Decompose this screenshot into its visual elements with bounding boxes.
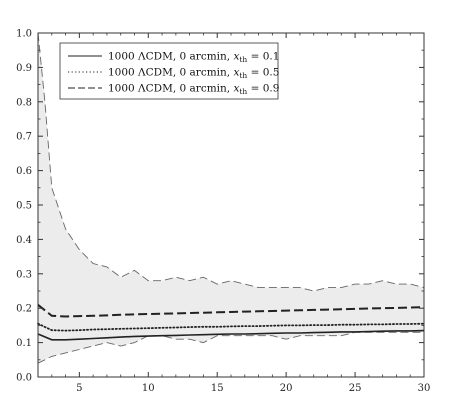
legend: 1000 ΛCDM, 0 arcmin, xth = 0.1 1000 ΛCDM,…: [59, 42, 279, 100]
legend-label-2: 1000 ΛCDM, 0 arcmin, xth = 0.5: [108, 67, 279, 81]
x-tick-label: 15: [211, 383, 224, 394]
y-tick-label: 0.2: [16, 304, 32, 315]
y-tick-label: 0.6: [16, 166, 32, 177]
axes: 5 10 15 20 25 30 0.0 0.1 0.2 0.3 0.4 0.5 0.6 0.7 0.8 0.…: [16, 29, 430, 395]
legend-label-3: 1000 ΛCDM, 0 arcmin, xth = 0.9: [108, 83, 279, 97]
band-upper-edge: [37, 32, 425, 292]
x-tick-label: 5: [76, 383, 82, 394]
x-tick-label: 25: [349, 383, 362, 394]
y-tick-label: 0.5: [16, 201, 32, 212]
y-tick-label: 0.8: [16, 97, 32, 108]
y-tick-label: 1.0: [16, 29, 32, 40]
legend-box: [59, 42, 279, 100]
x-tick-label: 10: [142, 383, 155, 394]
series-line-3: [37, 304, 425, 318]
y-tick-label: 0.3: [16, 269, 32, 280]
band-fill: [38, 33, 424, 364]
y-tick-label: 0.1: [16, 338, 32, 349]
legend-label-1: 1000 ΛCDM, 0 arcmin, xth = 0.1: [108, 51, 279, 65]
x-tick-label: 30: [418, 383, 431, 394]
series-lines: [37, 304, 425, 341]
series-line-1: [37, 329, 425, 341]
y-tick-label: 0.9: [16, 63, 32, 74]
y-tick-label: 0.4: [16, 235, 32, 246]
x-tick-label: 20: [280, 383, 293, 394]
series-line-2: [37, 322, 425, 332]
y-tick-label: 0.7: [16, 132, 32, 143]
y-tick-label: 0.0: [16, 373, 32, 384]
